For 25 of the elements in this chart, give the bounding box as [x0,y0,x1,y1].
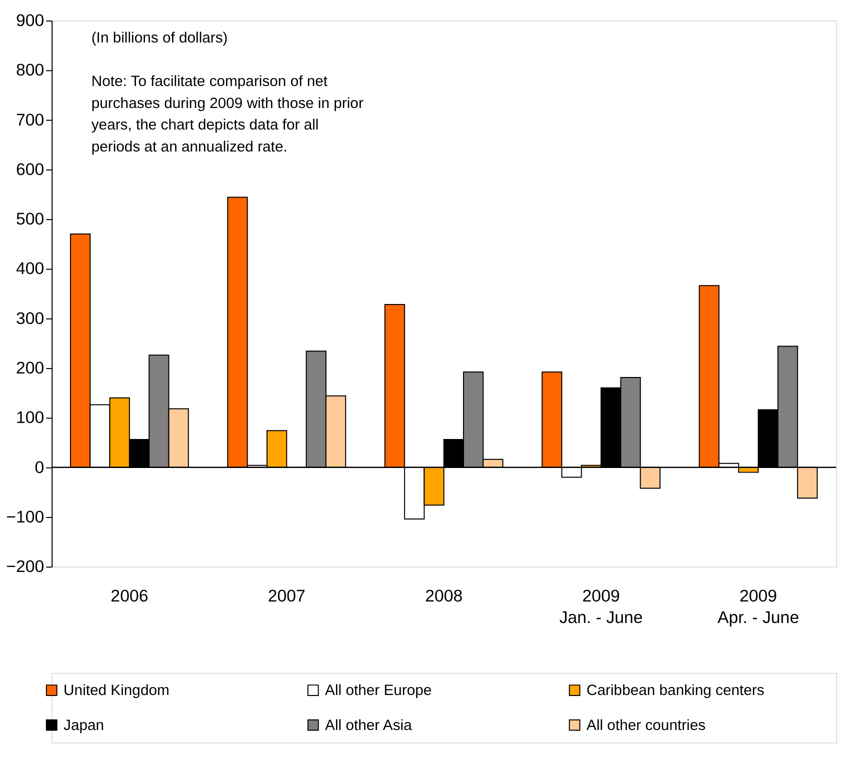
y-tick-label: −200 [6,557,44,576]
x-tick-label: 2009 Apr. - June [717,586,800,628]
legend-label: Japan [64,718,104,734]
legend-label: United Kingdom [64,683,170,700]
y-tick-label: 400 [16,259,44,278]
x-tick-label: 2008 [425,586,463,606]
y-tick-label: 600 [16,160,44,179]
x-tick-label: 2006 [110,586,148,606]
legend-label: All other countries [586,718,706,734]
y-tick-label: 800 [16,60,44,80]
y-tick-label: 300 [16,308,44,328]
legend-label: All other Asia [325,718,413,734]
annotation: (In billions of dollars) [91,30,228,46]
y-tick-label: 0 [34,458,44,477]
y-tick-label: −100 [6,507,44,526]
legend-label: Caribbean banking centers [586,683,764,700]
x-tick-label: 2009 Jan. - June [559,586,643,628]
y-tick-label: 700 [16,110,44,130]
y-tick-label: 100 [16,408,44,428]
y-tick-label: 200 [16,358,44,378]
legend-label: All other Europe [325,683,432,700]
x-tick-label: 2007 [268,586,306,606]
annotation: Note: To facilitate comparison of net purchases during 2009 with those in prior years, the chart depicts data for all periods at an annualized rate. [91,74,364,156]
y-tick-label: 500 [16,210,44,229]
y-tick-label: 900 [16,10,44,30]
